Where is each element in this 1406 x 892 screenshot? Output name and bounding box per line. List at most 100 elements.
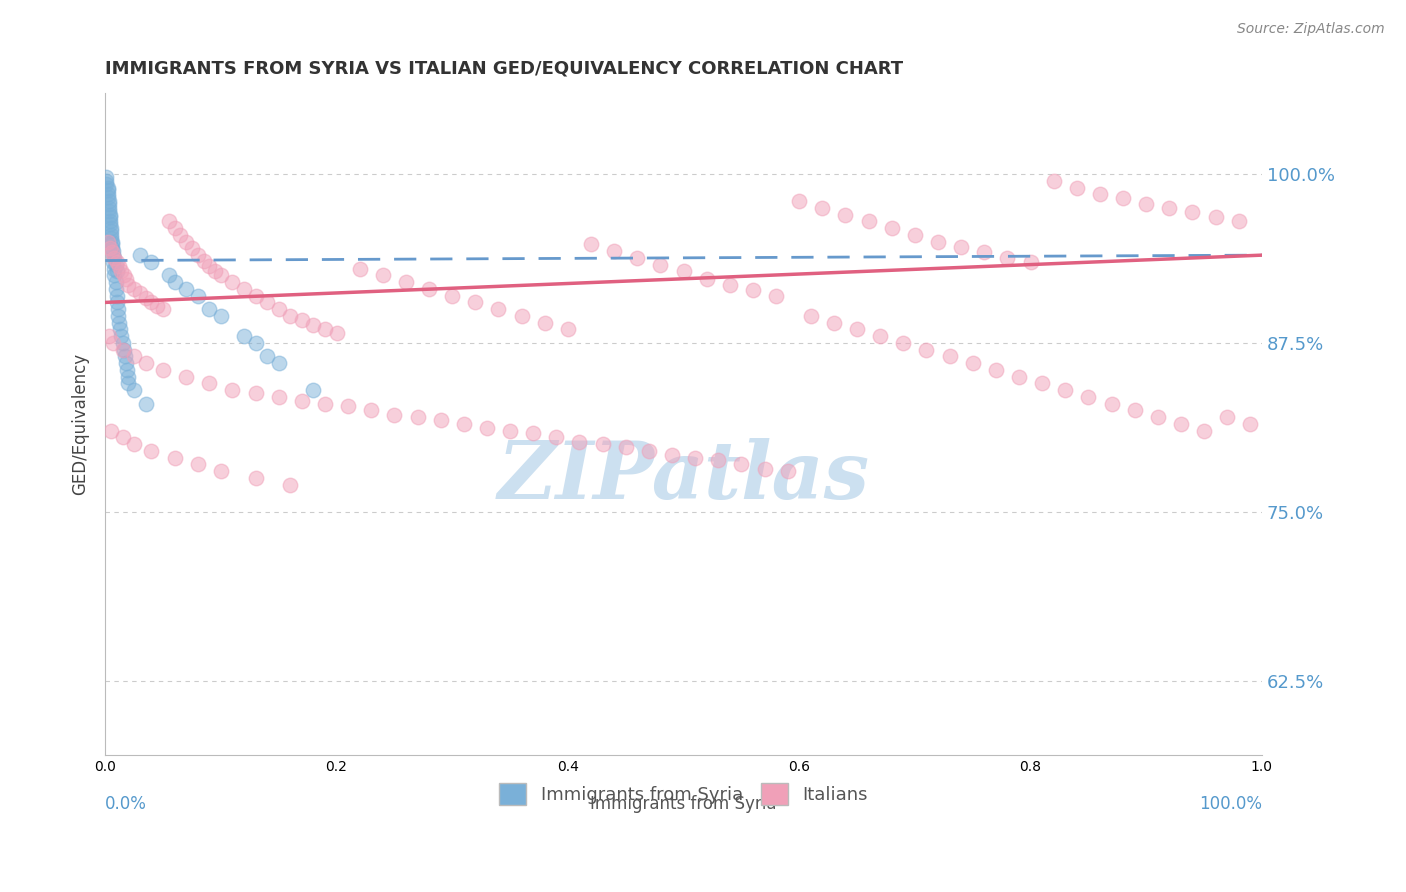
Point <box>302 318 325 333</box>
Point <box>104 282 127 296</box>
Point <box>157 268 180 283</box>
Point <box>1146 410 1168 425</box>
Point <box>193 253 215 268</box>
Point <box>349 261 371 276</box>
Point <box>129 285 152 300</box>
Point <box>107 309 129 323</box>
Text: 0.0%: 0.0% <box>105 795 148 813</box>
Point <box>395 275 418 289</box>
Point <box>245 471 267 485</box>
Point <box>114 350 136 364</box>
Point <box>111 335 134 350</box>
Point <box>209 268 232 283</box>
Point <box>198 376 221 391</box>
Point <box>97 201 120 215</box>
Point <box>103 261 125 276</box>
Point <box>650 258 672 272</box>
Point <box>475 421 498 435</box>
Point <box>100 221 122 235</box>
Point <box>256 350 278 364</box>
Point <box>198 302 221 317</box>
Point <box>765 288 787 302</box>
Point <box>97 203 120 218</box>
Point <box>891 335 914 350</box>
Point <box>97 194 120 208</box>
Point <box>267 356 290 370</box>
Point <box>406 410 429 425</box>
Point <box>98 208 121 222</box>
Point <box>1101 397 1123 411</box>
Point <box>858 214 880 228</box>
Point <box>672 264 695 278</box>
Point <box>278 477 301 491</box>
Point <box>499 424 522 438</box>
Point <box>204 264 226 278</box>
Point <box>1088 187 1111 202</box>
Point <box>291 313 314 327</box>
Point <box>730 458 752 472</box>
Point <box>533 316 555 330</box>
Point <box>112 343 135 357</box>
Point <box>96 169 118 184</box>
Point <box>98 214 121 228</box>
Point <box>141 295 163 310</box>
Point <box>111 343 134 357</box>
Point <box>245 335 267 350</box>
Point <box>103 251 125 265</box>
Point <box>904 227 927 242</box>
Point <box>1181 205 1204 219</box>
Point <box>661 448 683 462</box>
Point <box>135 356 157 370</box>
Point <box>742 283 765 297</box>
Point <box>997 251 1019 265</box>
Point <box>122 383 145 397</box>
Point <box>1159 201 1181 215</box>
Point <box>105 255 128 269</box>
Point <box>800 309 823 323</box>
Point <box>834 208 856 222</box>
Point <box>122 437 145 451</box>
Point <box>278 309 301 323</box>
Point <box>157 214 180 228</box>
Point <box>1170 417 1192 431</box>
Point <box>614 440 637 454</box>
Point <box>122 282 145 296</box>
Point <box>811 201 834 215</box>
Point <box>823 316 845 330</box>
Point <box>453 417 475 431</box>
Point <box>115 363 138 377</box>
Point <box>152 363 174 377</box>
Point <box>464 295 486 310</box>
Point <box>104 258 127 272</box>
Point <box>101 241 124 255</box>
Point <box>245 288 267 302</box>
Point <box>314 397 336 411</box>
Point <box>103 255 125 269</box>
Point <box>1112 191 1135 205</box>
Point <box>174 282 197 296</box>
Point <box>101 237 124 252</box>
Point <box>97 329 120 343</box>
Point <box>568 434 591 449</box>
Point <box>546 430 568 444</box>
Point <box>1066 180 1088 194</box>
Point <box>163 221 186 235</box>
Point <box>950 240 973 254</box>
Point <box>122 350 145 364</box>
Point <box>97 196 120 211</box>
Point <box>984 363 1007 377</box>
Point <box>1192 424 1215 438</box>
Point <box>1123 403 1146 417</box>
Point <box>96 180 118 194</box>
Point <box>96 235 118 249</box>
Point <box>603 244 626 258</box>
Point <box>187 288 209 302</box>
Text: Source: ZipAtlas.com: Source: ZipAtlas.com <box>1237 22 1385 37</box>
Point <box>103 335 125 350</box>
Point <box>291 394 314 409</box>
Point <box>626 251 648 265</box>
Point <box>776 464 799 478</box>
Point <box>103 268 125 283</box>
Point <box>938 350 960 364</box>
Point <box>267 390 290 404</box>
